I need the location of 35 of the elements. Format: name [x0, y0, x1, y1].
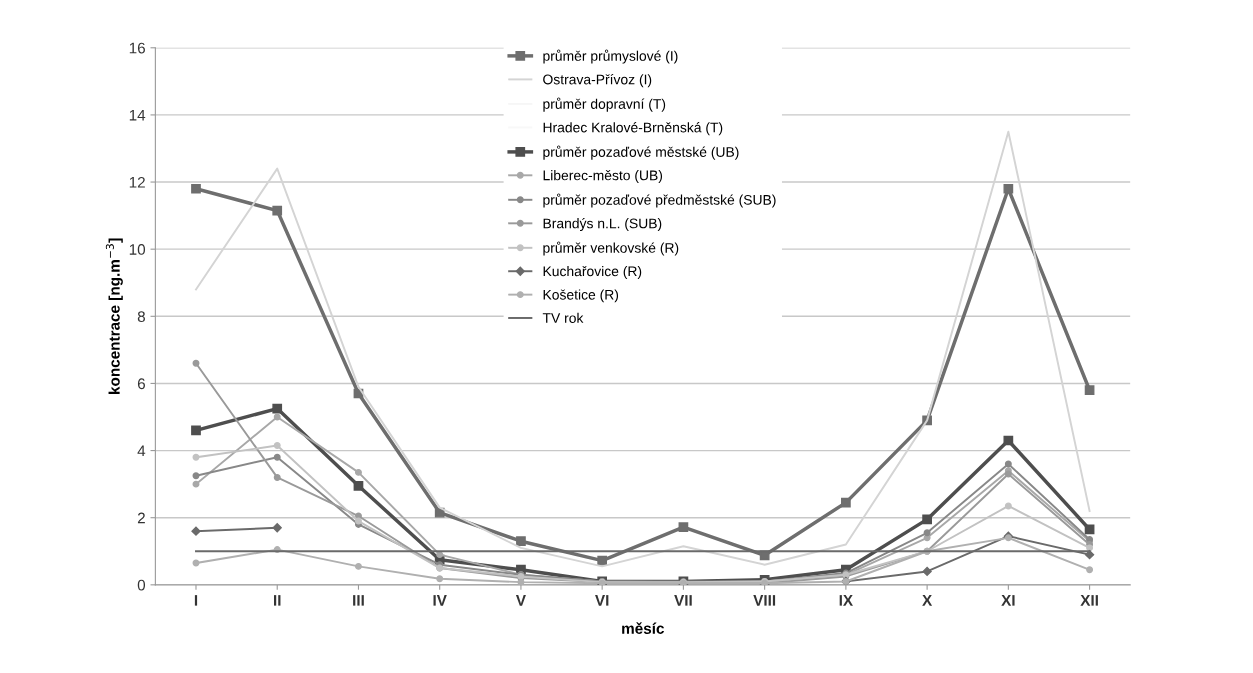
x-tick-label: IV [433, 595, 447, 606]
y-tick-label: 4 [137, 445, 146, 457]
y-tick-label: 6 [137, 378, 145, 390]
y-tick-label: 12 [129, 176, 145, 188]
legend-label: Košetice (R) [543, 289, 619, 303]
x-tick-label: VIII [753, 595, 776, 606]
legend-label: TV rok [542, 312, 584, 323]
x-tick-label: V [515, 595, 526, 606]
legend-label: Brandýs n.L. (SUB) [543, 217, 662, 232]
legend-label: průměr venkovské (R) [543, 241, 679, 256]
legend-label: průměr dopravní (T) [543, 97, 666, 112]
y-tick-label: 16 [129, 42, 145, 54]
x-axis-title: měsíc [622, 622, 664, 634]
x-tick-label: II [274, 595, 281, 606]
legend-label: průměr pozaďové předměstské (SUB) [543, 193, 776, 208]
legend-label: Hradec Kralové-Brněnská (T) [543, 122, 723, 136]
y-tick-label: 2 [137, 512, 145, 524]
legend-label: Liberec-město (UB) [543, 170, 663, 184]
legend-label: Ostrava-Přívoz (I) [543, 74, 652, 88]
x-tick-label: VII [674, 595, 692, 606]
legend-label: průměr pozaďové městské (UB) [543, 145, 739, 160]
y-tick-label: 10 [129, 244, 146, 255]
x-tick-label: IX [839, 595, 853, 606]
x-tick-label: X [922, 595, 933, 606]
legend-label: průměr průmyslové (I) [543, 49, 678, 64]
x-tick-label: XII [1080, 595, 1098, 606]
x-tick-label: III [353, 595, 364, 606]
x-tick-label: XI [1001, 595, 1015, 606]
y-tick-label: 14 [129, 109, 146, 121]
legend-label: Kuchařovice (R) [543, 265, 642, 279]
x-tick-label: VI [595, 595, 609, 606]
y-axis-title: koncentrace [ng.m$^{−3}$] [105, 238, 123, 394]
x-tick-label: I [194, 595, 198, 606]
y-tick-label: 0 [137, 579, 146, 591]
y-tick-label: 8 [137, 311, 145, 322]
